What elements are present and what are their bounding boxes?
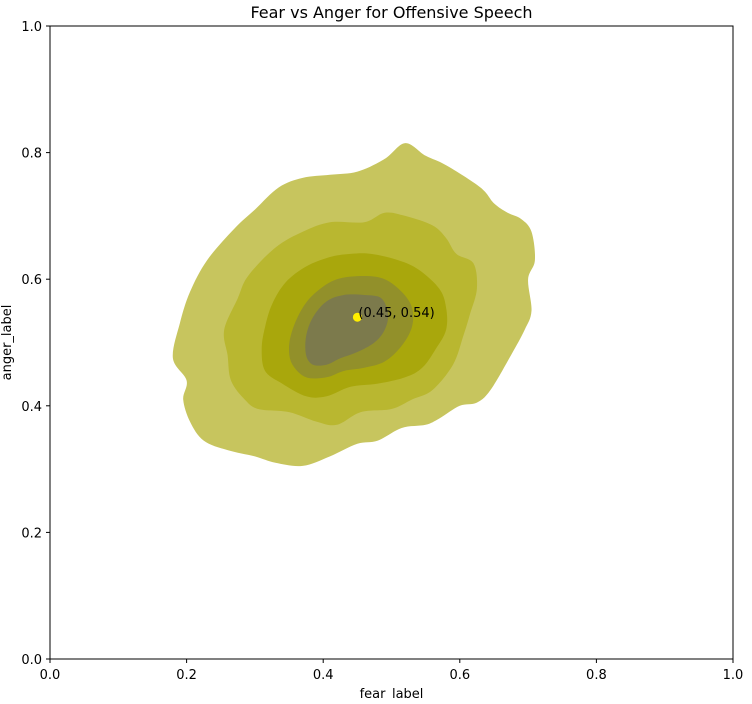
y-tick-label: 0.2 — [21, 526, 42, 541]
x-tick-label: 0.2 — [176, 668, 197, 683]
peak-point — [352, 312, 362, 322]
x-tick-label: 1.0 — [723, 668, 744, 683]
y-tick-label: 1.0 — [21, 20, 42, 35]
y-axis-label: anger_label — [0, 305, 15, 381]
x-tick-label: 0.8 — [586, 668, 607, 683]
y-tick-label: 0.6 — [21, 273, 42, 288]
contours-layer — [172, 143, 536, 467]
x-tick-label: 0.6 — [449, 668, 470, 683]
x-tick-label: 0.0 — [40, 668, 61, 683]
chart-title: Fear vs Anger for Offensive Speech — [250, 3, 532, 22]
y-tick-label: 0.0 — [21, 653, 42, 668]
x-axis: 0.0 0.2 0.4 0.6 0.8 1.0 — [40, 659, 744, 683]
x-axis-label: fear_label — [360, 687, 424, 700]
y-tick-label: 0.4 — [21, 400, 42, 415]
contour-level-5 — [305, 294, 389, 366]
peak-label: (0.45, 0.54) — [358, 306, 434, 321]
x-tick-label: 0.4 — [313, 668, 334, 683]
peak-layer: (0.45, 0.54) — [352, 306, 435, 322]
y-axis: 0.0 0.2 0.4 0.6 0.8 1.0 — [21, 20, 50, 668]
y-tick-label: 0.8 — [21, 147, 42, 162]
plot-frame — [49, 25, 734, 660]
